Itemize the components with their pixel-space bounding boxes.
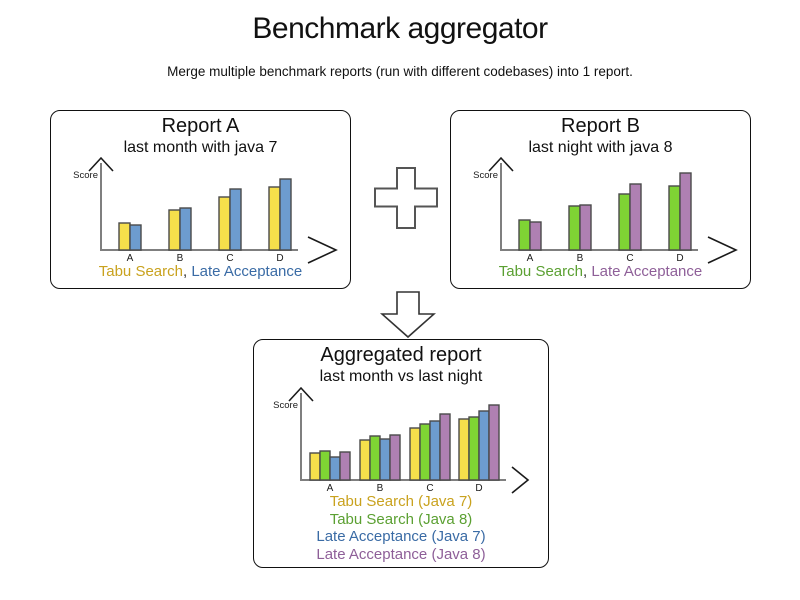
bar-A-series-1 xyxy=(129,224,142,251)
bar-B-series-0 xyxy=(568,205,581,251)
aggregated-canvas: Score A B C D xyxy=(273,386,530,494)
x-tick-label: B xyxy=(377,483,384,494)
legend-item: Late Acceptance xyxy=(191,263,303,280)
bar-A-series-0 xyxy=(118,222,131,251)
report-a-chart: Score A B C D xyxy=(51,155,350,272)
report-a-subtitle: last month with java 7 xyxy=(123,139,278,156)
y-axis-arrow-icon xyxy=(488,156,514,172)
y-axis-arrow-icon xyxy=(88,156,114,172)
report-a-canvas: Score A B C D xyxy=(73,156,338,264)
bar-C-series-0 xyxy=(218,196,231,251)
bar-A-series-2 xyxy=(329,456,341,481)
bar-D-series-0 xyxy=(668,185,681,251)
bar-B-series-3 xyxy=(389,434,401,481)
aggregated-report-panel: Aggregated report last month vs last nig… xyxy=(253,339,549,568)
legend-item: Tabu Search (Java 8) xyxy=(329,510,473,528)
bar-A-series-1 xyxy=(529,221,542,251)
y-axis-label: Score xyxy=(473,170,498,181)
legend-item: Late Acceptance (Java 8) xyxy=(316,545,486,563)
legend-item: Tabu Search xyxy=(498,263,583,280)
legend-item: Tabu Search xyxy=(98,263,183,280)
bar-B-series-0 xyxy=(359,439,371,481)
plus-icon xyxy=(374,167,438,229)
report-a-title: Report A xyxy=(161,115,240,137)
x-tick-label: D xyxy=(475,483,482,494)
report-b-subtitle: last night with java 8 xyxy=(528,139,673,156)
bar-C-series-1 xyxy=(629,183,642,251)
report-b-legend: Tabu Search, Late Acceptance xyxy=(451,263,750,281)
report-a-panel: Report A last month with java 7 Score A B C… xyxy=(50,110,351,289)
y-axis-label: Score xyxy=(273,400,298,411)
x-tick-label: B xyxy=(577,253,584,264)
bar-D-series-1 xyxy=(679,172,692,251)
bar-D-series-1 xyxy=(279,178,292,251)
legend-separator: , xyxy=(582,263,592,280)
x-axis-arrow-icon xyxy=(511,466,530,494)
bar-C-series-1 xyxy=(229,188,242,251)
legend-separator: , xyxy=(182,263,192,280)
report-b-chart: Score A B C D xyxy=(451,155,750,272)
bar-D-series-1 xyxy=(468,416,480,481)
bar-C-series-0 xyxy=(409,427,421,481)
x-tick-label: D xyxy=(276,253,283,264)
bar-B-series-1 xyxy=(369,435,381,481)
page-subtitle: Merge multiple benchmark reports (run wi… xyxy=(167,64,633,79)
bar-B-series-1 xyxy=(179,207,192,251)
y-axis-label: Score xyxy=(73,170,98,181)
bar-B-series-2 xyxy=(379,438,391,481)
aggregated-report-legend: Tabu Search (Java 7) Tabu Search (Java 8)… xyxy=(254,493,548,563)
x-tick-label: C xyxy=(626,253,633,264)
bar-A-series-1 xyxy=(319,450,331,481)
bar-B-series-1 xyxy=(579,204,592,251)
bar-A-series-3 xyxy=(339,451,351,481)
aggregated-report-chart: Score A B C D xyxy=(254,386,548,503)
legend-item: Late Acceptance (Java 7) xyxy=(316,528,486,545)
aggregated-report-subtitle: last month vs last night xyxy=(319,368,483,385)
bar-C-series-1 xyxy=(419,423,431,481)
bar-D-series-3 xyxy=(488,404,500,481)
legend-item: Late Acceptance xyxy=(591,263,703,280)
report-a-legend: Tabu Search, Late Acceptance xyxy=(51,263,350,281)
aggregated-report-title: Aggregated report xyxy=(320,344,482,366)
x-tick-label: C xyxy=(426,483,433,494)
x-tick-label: A xyxy=(327,483,334,494)
arrow-down-icon xyxy=(380,291,436,339)
x-tick-label: A xyxy=(527,253,534,264)
x-axis-arrow-icon xyxy=(707,236,738,264)
report-b-title: Report B xyxy=(561,115,640,137)
x-tick-label: C xyxy=(226,253,233,264)
page-title: Benchmark aggregator xyxy=(252,12,548,45)
bar-B-series-0 xyxy=(168,209,181,251)
report-b-panel: Report B last night with java 8 Score A B C… xyxy=(450,110,751,289)
bar-A-series-0 xyxy=(518,219,531,251)
x-axis-arrow-icon xyxy=(307,236,338,264)
legend-item: Tabu Search (Java 7) xyxy=(329,493,473,510)
bar-C-series-3 xyxy=(439,413,451,481)
bar-D-series-0 xyxy=(268,186,281,251)
bar-D-series-0 xyxy=(458,418,470,481)
bar-A-series-0 xyxy=(309,452,321,481)
bar-D-series-2 xyxy=(478,410,490,481)
x-tick-label: A xyxy=(127,253,134,264)
y-axis-arrow-icon xyxy=(288,386,314,402)
x-tick-label: D xyxy=(676,253,683,264)
bar-C-series-2 xyxy=(429,420,441,481)
x-tick-label: B xyxy=(177,253,184,264)
bar-C-series-0 xyxy=(618,193,631,251)
report-b-canvas: Score A B C D xyxy=(473,156,738,264)
